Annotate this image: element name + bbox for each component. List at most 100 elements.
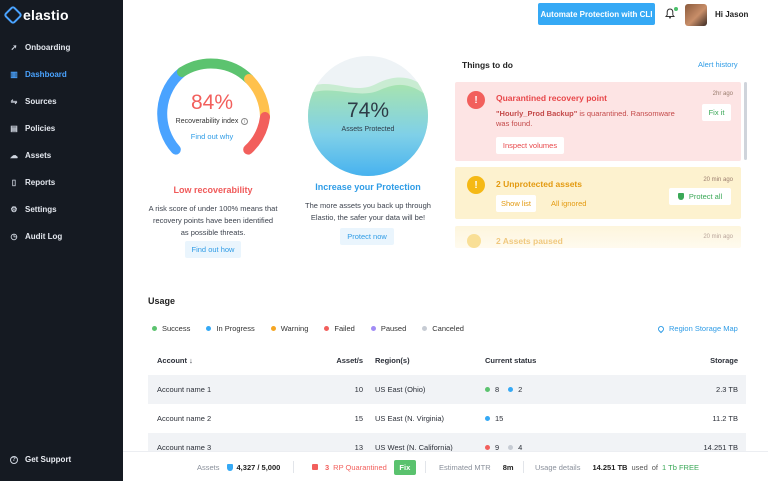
- sidebar-item-onboarding[interactable]: ➚ Onboarding: [0, 34, 123, 61]
- alert-text: "Hourly_Prod Backup" is quarantined. Ran…: [496, 109, 686, 129]
- get-support-link[interactable]: ? Get Support: [10, 455, 71, 464]
- dashboard-main: 84% Recoverability index i Find out why …: [123, 30, 768, 481]
- used-label: used: [631, 462, 648, 472]
- mtr-summary: Estimated MTR 8m: [439, 452, 514, 481]
- alert-card-unprotected: ! 2 Unprotected assets 20 min ago Show l…: [455, 167, 741, 219]
- legend-warning: Warning: [270, 324, 308, 333]
- warning-icon: !: [467, 176, 485, 194]
- logo-text: elastio: [23, 7, 69, 23]
- usage-details-label: Usage details: [535, 462, 581, 472]
- account-cell: Account name 3: [157, 443, 212, 452]
- protect-now-button[interactable]: Protect now: [340, 228, 394, 245]
- alert-icon: !: [467, 91, 485, 109]
- col-assets[interactable]: Asset/s: [336, 356, 363, 365]
- col-account[interactable]: Account ↓: [157, 346, 193, 375]
- legend-dot: [152, 326, 157, 331]
- gauge-ring: [157, 58, 270, 155]
- alert-title: 2 Unprotected assets: [496, 179, 582, 189]
- sidebar-item-label: Settings: [25, 205, 57, 214]
- alert-time: 20 min ago: [703, 234, 733, 240]
- sidebar-item-sources[interactable]: ⇋ Sources: [0, 88, 123, 115]
- alert-time: 2hr ago: [712, 91, 733, 97]
- usage-summary[interactable]: Usage details 14.251 TB used of 1 Tb FRE…: [535, 452, 699, 481]
- status-count: 9: [495, 443, 500, 452]
- alert-title: 2 Assets paused: [496, 236, 563, 246]
- status-legend: Success In Progress Warning Failed Pause…: [152, 324, 480, 333]
- sidebar-item-policies[interactable]: ▤ Policies: [0, 115, 123, 142]
- sidebar-item-dashboard[interactable]: ▥ Dashboard: [0, 61, 123, 88]
- region-cell: US West (N. California): [375, 443, 453, 452]
- assets-cell: 15: [354, 414, 363, 423]
- all-ignored-link[interactable]: All ignored: [551, 199, 587, 208]
- user-greeting[interactable]: Hi Jason: [715, 10, 749, 19]
- protection-label: Assets Protected: [341, 126, 395, 133]
- status-count: 15: [495, 414, 504, 423]
- sidebar-item-assets[interactable]: ☁ Assets: [0, 142, 123, 169]
- logo-icon: [3, 5, 23, 25]
- legend-dot: [324, 326, 330, 331]
- col-storage[interactable]: Storage: [710, 356, 738, 365]
- find-out-why-link[interactable]: Find out why: [190, 132, 234, 141]
- table-row[interactable]: Account name 2 15 US East (N. Virginia) …: [148, 404, 746, 433]
- usage-table: Account ↓ Asset/s Region(s) Current stat…: [148, 346, 746, 462]
- shield-icon: [677, 193, 684, 200]
- alert-title: Quarantined recovery point: [496, 93, 607, 103]
- fix-button[interactable]: Fix: [393, 459, 416, 475]
- rp-count: 3: [325, 462, 330, 472]
- info-icon[interactable]: i: [241, 118, 249, 125]
- todo-scrollbar[interactable]: [744, 82, 747, 160]
- inspect-volumes-button[interactable]: Inspect volumes: [496, 137, 564, 154]
- storage-cell: 11.2 TB: [712, 414, 738, 423]
- storage-cell: 14.251 TB: [703, 443, 738, 452]
- assets-summary: Assets 4,327 / 5,000: [197, 452, 280, 481]
- legend-label: In Progress: [216, 324, 255, 333]
- status-count: 4: [518, 443, 523, 452]
- usage-title: Usage: [148, 296, 176, 306]
- status-bar: Assets 4,327 / 5,000 3 RP Quarantined Fi…: [123, 451, 768, 481]
- status-count: 2: [518, 385, 523, 394]
- fix-it-button[interactable]: Fix it: [702, 104, 731, 121]
- sidebar-item-reports[interactable]: ▯ Reports: [0, 169, 123, 196]
- sidebar-item-label: Dashboard: [25, 70, 67, 79]
- mtr-value: 8m: [502, 462, 514, 472]
- find-out-how-button[interactable]: Find out how: [185, 241, 241, 258]
- bell-icon[interactable]: [664, 8, 676, 20]
- alert-history-link[interactable]: Alert history: [698, 60, 738, 69]
- status-count: 8: [495, 385, 500, 394]
- col-regions[interactable]: Region(s): [375, 356, 410, 365]
- protect-all-label: Protect all: [688, 192, 723, 201]
- region-cell: US East (Ohio): [375, 385, 426, 394]
- col-account-label: Account: [157, 356, 187, 365]
- legend-failed: Failed: [324, 324, 355, 333]
- report-icon: ▯: [11, 178, 17, 187]
- alert-card-paused: 2 Assets paused 20 min ago: [455, 226, 741, 248]
- legend-paused: Paused: [370, 324, 406, 333]
- sort-arrow-icon: ↓: [189, 356, 193, 365]
- mtr-label: Estimated MTR: [439, 462, 491, 472]
- sidebar-item-audit-log[interactable]: ◷ Audit Log: [0, 223, 123, 250]
- account-cell: Account name 2: [157, 414, 212, 423]
- recoverability-label-row: Recoverability index i: [152, 118, 272, 125]
- region-storage-map-link[interactable]: Region Storage Map: [656, 324, 738, 333]
- status-cell: 8 2: [485, 375, 528, 404]
- protection-circle: 74% Assets Protected: [308, 56, 428, 176]
- show-list-button[interactable]: Show list: [496, 195, 536, 212]
- assets-cell: 10: [354, 385, 363, 394]
- logo[interactable]: elastio: [3, 5, 69, 25]
- assets-label: Assets: [197, 462, 220, 472]
- map-pin-icon: [656, 324, 666, 333]
- sidebar-item-label: Policies: [25, 124, 56, 133]
- status-dot: [508, 445, 514, 450]
- protect-all-button[interactable]: Protect all: [669, 188, 731, 205]
- protection-wave: [308, 77, 428, 176]
- sidebar-item-label: Audit Log: [25, 232, 63, 241]
- col-status[interactable]: Current status: [485, 356, 537, 365]
- alert-text-quote: "Hourly_Prod Backup": [496, 109, 578, 118]
- sidebar-item-settings[interactable]: ⚙ Settings: [0, 196, 123, 223]
- divider: [425, 461, 426, 473]
- table-header: Account ↓ Asset/s Region(s) Current stat…: [148, 346, 746, 375]
- automate-cli-button[interactable]: Automate Protection with CLI: [538, 3, 655, 25]
- gear-icon: ⚙: [10, 205, 18, 214]
- table-row[interactable]: Account name 1 10 US East (Ohio) 8 2 2.3…: [148, 375, 746, 404]
- avatar[interactable]: [685, 4, 707, 26]
